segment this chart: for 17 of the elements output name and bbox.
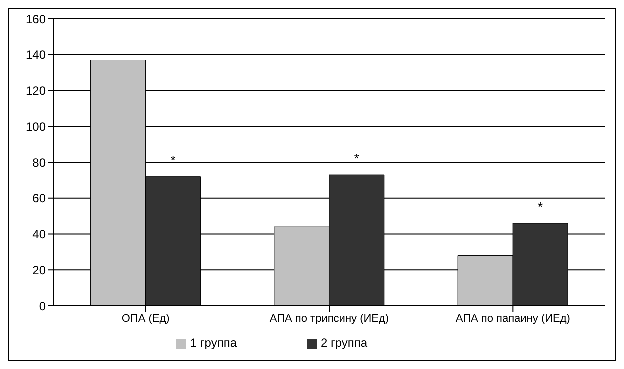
y-tick-label: 40 [32, 228, 46, 242]
y-tick-label: 100 [26, 120, 46, 134]
annotation: * [170, 152, 176, 168]
x-tick-label: АПА по папаину (ИЕд) [456, 312, 570, 325]
annotation: * [538, 199, 544, 214]
y-tick-label: 0 [39, 299, 46, 314]
y-tick-label: 120 [26, 84, 46, 98]
y-tick-label: 140 [26, 48, 46, 62]
legend-label: 1 группа [190, 336, 237, 350]
y-tick-label: 80 [32, 156, 46, 170]
x-tick-label: АПА по трипсину (ИЕд) [270, 312, 390, 325]
y-tick-label: 60 [32, 192, 46, 206]
y-tick-label: 160 [26, 12, 46, 26]
x-tick-label: ОПА (Ед) [122, 312, 170, 325]
annotation: * [354, 151, 360, 166]
legend-label: 2 группа [321, 336, 368, 350]
y-tick-label: 20 [32, 263, 46, 278]
